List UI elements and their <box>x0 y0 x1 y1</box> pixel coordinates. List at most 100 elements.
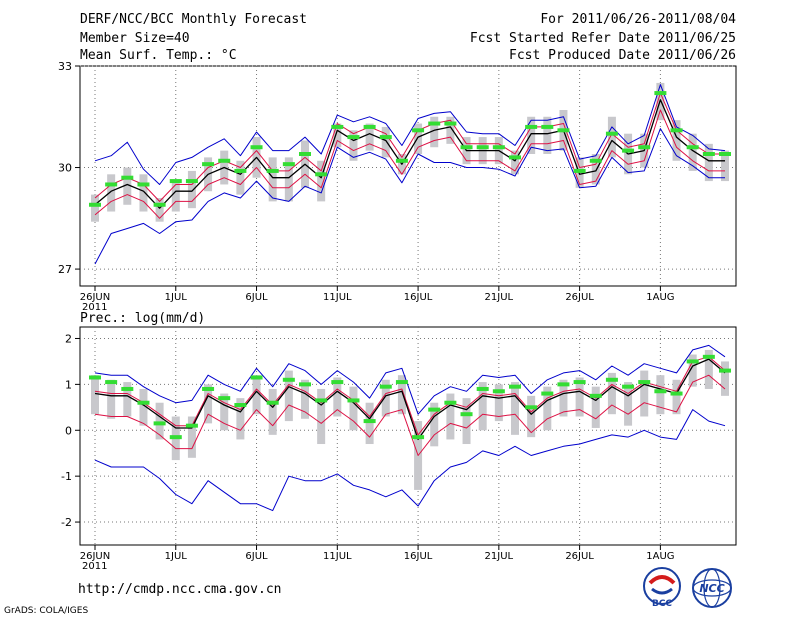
temperature-spread-box-31 <box>591 154 600 185</box>
precipitation-spread-box-7 <box>204 384 213 424</box>
precipitation-spread-box-2 <box>123 382 132 417</box>
temperature-mean-marker-6 <box>185 179 198 184</box>
temperature-mean-marker-23 <box>460 145 473 150</box>
precipitation-spread-box-11 <box>268 388 277 435</box>
precipitation-xtick-label-7: 1AUG <box>646 551 674 562</box>
precipitation-mean-marker-17 <box>363 419 376 424</box>
temperature-mean-marker-37 <box>686 145 699 150</box>
temperature-spread-box-6 <box>187 170 196 209</box>
temperature-spread-box-32 <box>607 116 616 158</box>
precipitation-spread-box-0 <box>91 375 99 415</box>
precipitation-xtick-label-5: 21JUL <box>485 551 514 562</box>
precipitation-red_lower-line <box>94 374 726 456</box>
precipitation-spread-box-26 <box>511 382 519 435</box>
precipitation-mean-marker-4 <box>153 421 166 426</box>
precipitation-spread-box-9 <box>236 398 245 440</box>
temperature-mean-marker-20 <box>412 128 425 133</box>
precipitation-spread-box-30 <box>575 377 584 417</box>
precipitation-mean-marker-10 <box>250 375 263 380</box>
precipitation-mean-marker-35 <box>654 389 667 394</box>
precipitation-mean-marker-37 <box>686 359 699 364</box>
temperature-spread-box-4 <box>155 198 164 222</box>
precipitation-spread-box-3 <box>139 388 148 426</box>
precipitation-mean-marker-39 <box>719 368 731 373</box>
precipitation-mean-marker-26 <box>509 384 521 389</box>
precipitation-mean-marker-11 <box>266 400 279 405</box>
precipitation-mean-marker-5 <box>169 435 182 440</box>
temperature-spread-box-28 <box>543 116 552 154</box>
precipitation-mean-marker-28 <box>541 391 554 396</box>
temperature-xtick-label-2: 6JUL <box>245 292 268 303</box>
precipitation-mean-marker-13 <box>299 382 311 387</box>
temperature-mean-marker-39 <box>719 152 731 156</box>
precipitation-ytick-label-4: 2 <box>65 332 72 345</box>
precipitation-ytick-label-3: 1 <box>65 378 72 391</box>
temperature-spread-box-37 <box>688 133 697 171</box>
temperature-ytick-label-2: 33 <box>58 60 72 73</box>
precipitation-spread-box-35 <box>656 375 665 415</box>
precipitation-mean-marker-6 <box>185 423 198 428</box>
precipitation-mean-marker-22 <box>444 400 457 405</box>
temperature-blue_lower-line <box>94 128 725 265</box>
precipitation-xtick-label-6: 26JUL <box>565 551 594 562</box>
temperature-mean-marker-22 <box>444 121 457 126</box>
precipitation-mean-marker-16 <box>347 398 360 403</box>
temperature-xtick-label-5: 21JUL <box>485 292 514 303</box>
temperature-spread-box-39 <box>721 150 729 182</box>
temperature-spread-box-22 <box>446 116 455 144</box>
temperature-mean-marker-5 <box>169 179 182 184</box>
precipitation-mean-marker-33 <box>622 384 635 389</box>
temperature-mean-marker-21 <box>428 121 441 126</box>
temperature-mean-marker-15 <box>331 124 344 129</box>
fcst-started-date: Fcst Started Refer Date 2011/06/25 <box>469 31 736 46</box>
precipitation-mean-marker-14 <box>315 398 328 403</box>
temperature-mean-marker-19 <box>395 158 408 163</box>
member-size: Member Size=40 <box>80 31 190 46</box>
temperature-xtick-label-3: 11JUL <box>323 292 352 303</box>
precipitation-blue_upper-line <box>94 344 726 415</box>
temperature-spread-box-18 <box>381 126 390 158</box>
precipitation-mean-marker-21 <box>428 407 441 412</box>
fcst-produced-date: Fcst Produced Date 2011/06/26 <box>509 48 736 63</box>
precipitation-mean-marker-38 <box>702 354 715 359</box>
temperature-mean-marker-13 <box>299 152 311 156</box>
temperature-mean-marker-8 <box>218 158 231 163</box>
temperature-mean-marker-33 <box>622 148 635 153</box>
precipitation-mean-marker-30 <box>573 380 586 385</box>
temperature-mean-marker-32 <box>605 131 618 136</box>
temperature-mean-marker-31 <box>589 158 602 163</box>
precipitation-mean-marker-27 <box>525 405 538 410</box>
temperature-xtick-label-7: 1AUG <box>646 292 674 303</box>
temperature-spread-box-3 <box>139 174 148 212</box>
precipitation-xtick-label-3: 11JUL <box>323 551 352 562</box>
chart-title: DERF/NCC/BCC Monthly Forecast <box>80 12 307 27</box>
temperature-ytick-label-0: 27 <box>58 263 72 276</box>
temperature-spread-box-9 <box>236 160 245 195</box>
precipitation-mean-marker-29 <box>557 382 570 387</box>
precipitation-spread-box-25 <box>494 384 503 422</box>
precipitation-xtick-label-4: 16JUL <box>404 551 433 562</box>
bcc-logo: BCC <box>643 567 681 609</box>
precipitation-spread-box-4 <box>155 402 164 440</box>
temperature-mean-marker-1 <box>105 182 118 187</box>
temperature-xtick-label-0: 26JUN <box>80 292 110 303</box>
precipitation-spread-box-36 <box>672 379 681 415</box>
temperature-spread-box-20 <box>414 123 423 154</box>
precipitation-spread-box-33 <box>624 382 633 426</box>
precipitation-mean-marker-7 <box>202 386 215 391</box>
temperature-mean-marker-12 <box>282 162 295 167</box>
precipitation-mean-marker-31 <box>589 393 602 398</box>
precipitation-spread-box-6 <box>187 416 196 458</box>
temperature-spread-box-1 <box>107 174 116 212</box>
precipitation-mean-marker-15 <box>331 380 344 385</box>
temperature-spread-box-12 <box>284 157 293 202</box>
precipitation-median-line <box>94 358 726 441</box>
temperature-spread-box-38 <box>704 143 713 182</box>
precipitation-year-label: 2011 <box>82 561 107 572</box>
precipitation-spread-box-1 <box>107 379 116 419</box>
temperature-spread-box-11 <box>268 157 277 202</box>
precipitation-spread-box-17 <box>365 402 374 445</box>
source-url[interactable]: http://cmdp.ncc.cma.gov.cn <box>78 582 282 597</box>
precipitation-ytick-label-2: 0 <box>65 424 72 437</box>
precipitation-spread-box-13 <box>301 379 309 419</box>
